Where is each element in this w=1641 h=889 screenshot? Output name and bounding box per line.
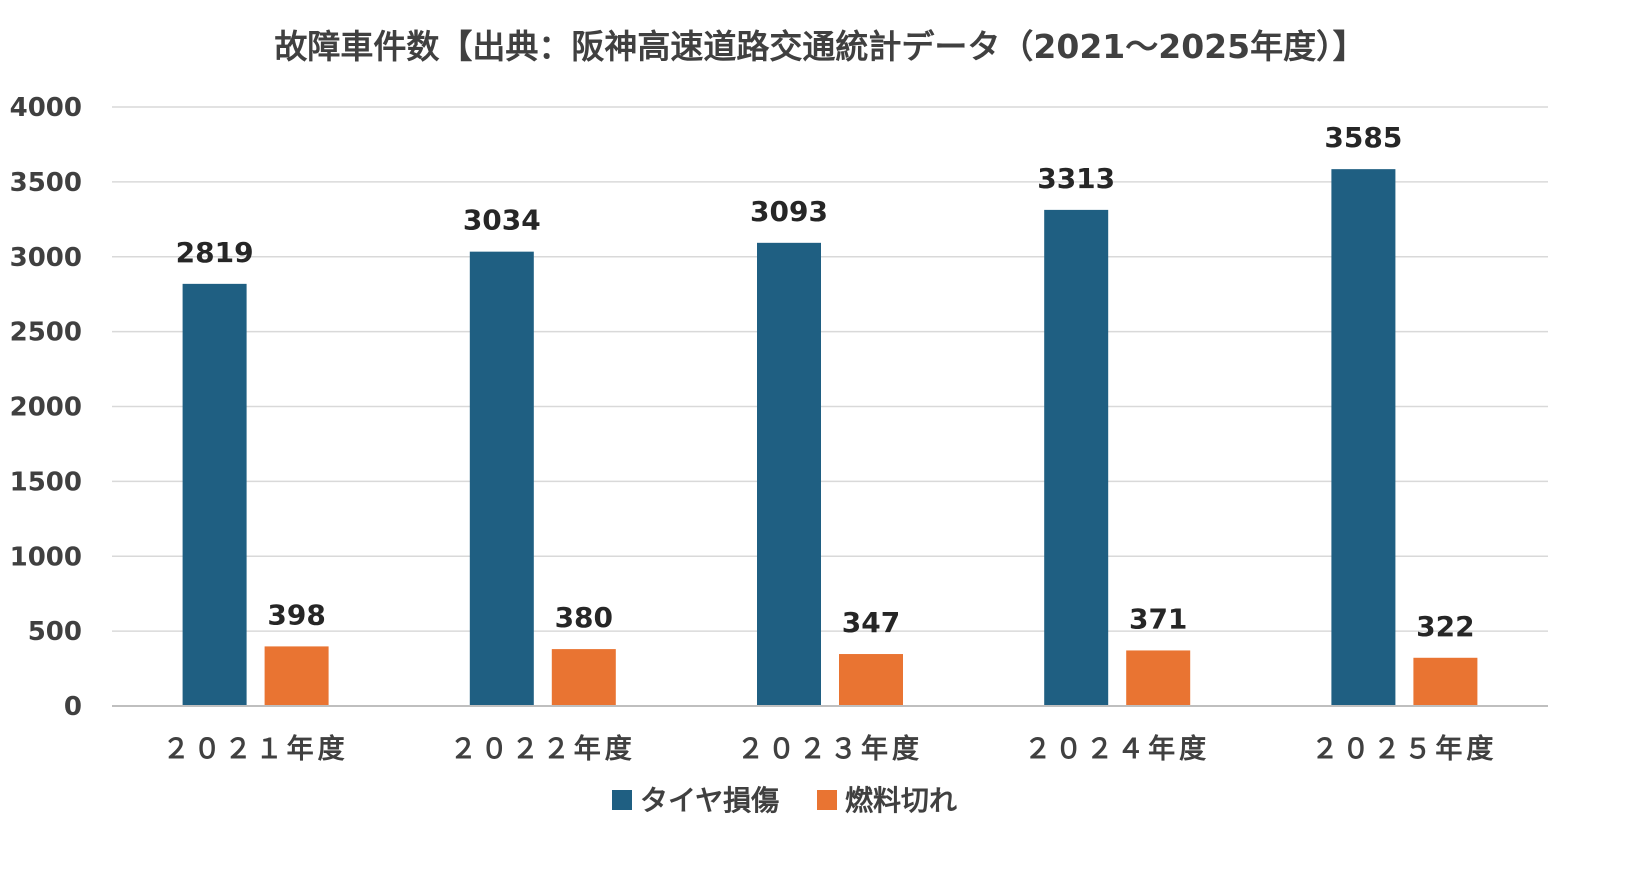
- data-label: 3585: [1324, 121, 1402, 154]
- y-tick-label: 1500: [10, 467, 82, 497]
- bar-tire-damage: [1044, 209, 1109, 707]
- y-tick-label: 2500: [10, 318, 82, 348]
- bar-fuel-shortage: [1126, 650, 1191, 706]
- x-tick-label: ２０２５年度: [1311, 733, 1497, 765]
- bar-fuel-shortage: [839, 654, 903, 706]
- y-tick-label: 3000: [10, 243, 82, 273]
- data-label: 347: [842, 606, 900, 639]
- data-label: 3093: [750, 195, 828, 228]
- x-tick-label: ２０２２年度: [450, 733, 636, 765]
- chart-title: 故障車件数【出典：阪神高速道路交通統計データ（2021～2025年度）】: [274, 27, 1365, 66]
- data-label: 3313: [1037, 162, 1115, 195]
- data-label: 371: [1129, 602, 1187, 635]
- data-label: 398: [267, 598, 325, 631]
- y-axis-tick-labels: 0 500 1000 1500 2000 2500 3000 3500 4000: [10, 93, 82, 722]
- x-tick-label: ２０２４年度: [1024, 733, 1210, 765]
- data-labels: 2819 398 3034 380 3093 347 3313 371 3585 322: [176, 121, 1475, 643]
- bar-fuel-shortage: [1413, 657, 1478, 706]
- y-tick-label: 500: [28, 617, 82, 647]
- bar-fuel-shortage: [551, 649, 616, 706]
- bar-fuel-shortage: [264, 646, 329, 706]
- bar-tire-damage: [182, 283, 247, 706]
- data-label: 2819: [176, 236, 254, 269]
- data-label: 3034: [463, 204, 541, 237]
- y-tick-label: 1000: [10, 542, 82, 572]
- x-tick-label: ２０２１年度: [163, 733, 349, 765]
- gridlines: [112, 106, 1548, 632]
- x-axis-tick-labels: ２０２１年度 ２０２２年度 ２０２３年度 ２０２４年度 ２０２５年度: [163, 733, 1497, 765]
- legend-swatch: [817, 790, 837, 810]
- bar-tire-damage: [1331, 169, 1396, 707]
- bar-tire-damage: [757, 242, 821, 707]
- y-tick-label: 2000: [10, 393, 82, 423]
- data-label: 380: [555, 601, 613, 634]
- legend-swatch: [612, 790, 632, 810]
- data-label: 322: [1416, 610, 1474, 643]
- legend: タイヤ損傷 燃料切れ: [612, 784, 957, 817]
- y-tick-label: 4000: [10, 93, 82, 123]
- y-tick-label: 0: [64, 692, 82, 722]
- legend-label: 燃料切れ: [845, 784, 957, 817]
- bar-tire-damage: [469, 251, 534, 706]
- x-tick-label: ２０２３年度: [737, 733, 923, 765]
- y-tick-label: 3500: [10, 168, 82, 198]
- bars: [182, 169, 1478, 707]
- legend-label: タイヤ損傷: [640, 784, 779, 817]
